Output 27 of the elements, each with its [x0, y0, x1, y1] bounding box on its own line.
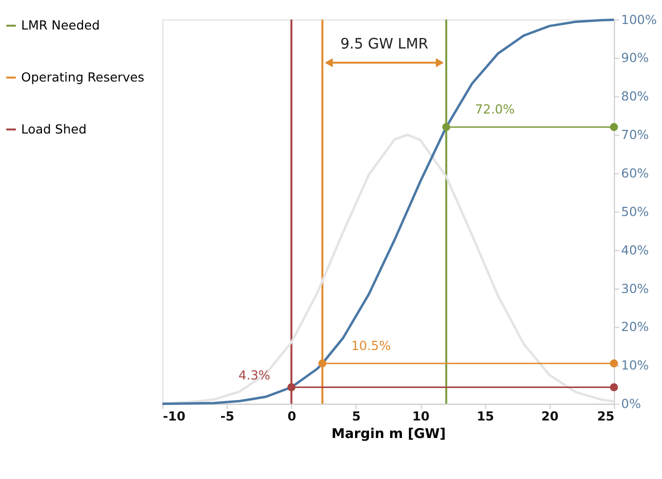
y-tick-label: 20%	[621, 319, 650, 334]
x-tick-label: 10	[412, 408, 430, 424]
x-axis-title: Margin m [GW]	[331, 426, 446, 442]
legend-label: LMR Needed	[21, 18, 100, 33]
y-tick-label: 70%	[621, 127, 650, 142]
y-tick-label: 50%	[621, 204, 650, 219]
annotation: 9.5 GW LMR	[340, 36, 428, 52]
y-tick-label: 0%	[621, 396, 642, 412]
y-tick-label: 10%	[621, 358, 650, 373]
x-tick-label: -5	[220, 408, 234, 424]
y-tick-label: 30%	[621, 280, 650, 296]
y-tick-label: 40%	[621, 242, 650, 258]
x-tick-label: 15	[476, 408, 494, 424]
y-tick-label: 60%	[621, 166, 650, 181]
legend-label: Operating Reserves	[21, 69, 144, 84]
y-tick-label: 90%	[621, 50, 650, 66]
y-tick-label: 100%	[621, 12, 657, 27]
x-tick-label: 0	[288, 408, 297, 424]
annotation: 4.3%	[238, 368, 270, 383]
legend-label: Load Shed	[21, 121, 87, 136]
x-tick-label: 25	[597, 408, 614, 424]
y-tick-label: 80%	[621, 88, 650, 104]
x-tick-label: -10	[162, 408, 186, 424]
annotation: 72.0%	[475, 102, 515, 117]
annotation: 10.5%	[351, 338, 391, 353]
x-tick-label: 20	[541, 408, 559, 424]
x-tick-label: 5	[352, 408, 361, 424]
